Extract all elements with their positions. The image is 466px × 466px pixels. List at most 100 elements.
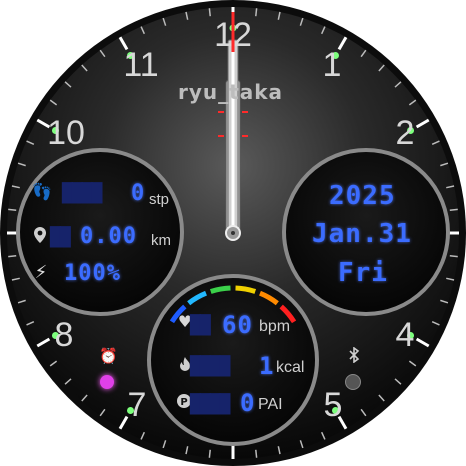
minute-tick [140, 26, 146, 35]
minute-hand [227, 39, 239, 236]
hr-zone-segment [209, 285, 231, 294]
calories-value: 1 [259, 352, 275, 380]
numeral-11: 11 [123, 46, 159, 84]
bluetooth-icon [345, 346, 363, 366]
hour-marker-dot [407, 127, 415, 134]
minute-tick [99, 49, 106, 58]
pai-unit: PAI [258, 396, 283, 413]
minute-tick [99, 408, 106, 417]
hr-zone-segment [258, 290, 279, 306]
hour-marker-dot [127, 407, 134, 415]
minute-tick [81, 64, 88, 72]
hour-marker-dot [51, 127, 59, 134]
minute-tick [299, 440, 304, 449]
minute-tick [440, 299, 449, 304]
minute-tick [378, 64, 385, 72]
hour-tick [118, 36, 129, 51]
minute-tick [8, 255, 17, 258]
minute-tick [81, 394, 88, 402]
minute-tick [431, 320, 440, 326]
numeral-1: 1 [322, 46, 342, 84]
minute-tick [394, 378, 402, 385]
distance-lcd-background: ██ [50, 227, 71, 248]
minute-tick [299, 17, 304, 26]
second-hand [231, 12, 235, 52]
pai-icon: P [175, 393, 193, 412]
minute-tick [64, 81, 72, 88]
numeral-5: 5 [323, 386, 343, 424]
weekday-value: Fri [338, 258, 388, 288]
alarm-status-dot [100, 375, 114, 389]
minute-tick [208, 8, 211, 17]
hour-tick [337, 36, 348, 51]
minute-tick [408, 360, 417, 367]
minute-tick [17, 299, 26, 304]
numeral-12: 12 [214, 16, 252, 54]
minute-tick [185, 11, 189, 20]
steps-value: 0 [131, 181, 146, 206]
hour-tick [415, 118, 430, 129]
minute-tick [394, 81, 402, 88]
numeral-4: 4 [395, 316, 415, 354]
minute-ticks [7, 7, 459, 459]
minute-tick [185, 446, 189, 455]
numeral-7: 7 [127, 386, 147, 424]
lightning-icon: ⚡ [34, 262, 48, 283]
minute-tick [162, 440, 167, 449]
minute-tick [49, 360, 58, 367]
minute-tick [446, 277, 455, 281]
minute-tick [11, 185, 20, 189]
minute-tick [449, 208, 458, 211]
numeral-8: 8 [54, 316, 74, 354]
distance-unit: km [151, 232, 171, 249]
hour-marker-dot [407, 332, 415, 339]
minute-tick [449, 255, 458, 258]
heart-rate-value: 60 [222, 311, 253, 339]
location-pin-icon [31, 226, 49, 247]
hour-marker-dot [332, 407, 339, 415]
hr-zone-segment [279, 304, 297, 324]
minute-tick [440, 162, 449, 167]
distance-value: 0.00 [80, 224, 137, 249]
health-subdial-ring [147, 274, 319, 446]
minute-tick [277, 446, 281, 455]
hour-tick [36, 337, 51, 348]
pai-lcd-background: ████ [190, 394, 230, 415]
brand-logo: ryu_taka [178, 80, 283, 104]
year-value: 2025 [329, 181, 396, 211]
numeral-10: 10 [47, 114, 85, 152]
alarm-clock-icon: ⏰ [99, 347, 118, 365]
month-day-value: Jan.31 [312, 219, 412, 249]
hr-zone-segment [169, 304, 187, 324]
steps-unit: stp [149, 191, 170, 208]
heart-icon: ♥ [177, 312, 193, 331]
steps-lcd-background: ████ [62, 183, 102, 204]
minute-tick [360, 408, 367, 417]
footsteps-icon: 👣 [32, 182, 52, 201]
minute-tick [277, 11, 281, 20]
minute-tick [11, 277, 20, 281]
minute-tick [408, 99, 417, 106]
minute-tick [255, 8, 258, 17]
heart-rate-zone-arc [169, 285, 297, 324]
calories-lcd-background: ████ [190, 356, 230, 377]
minute-tick [140, 431, 146, 440]
minute-tick [49, 99, 58, 106]
hour-tick [337, 415, 348, 430]
activity-subdial-ring [16, 148, 184, 316]
minute-tick [8, 208, 17, 211]
heart-rate-unit: bpm [259, 318, 291, 335]
minute-tick [360, 49, 367, 58]
hour-tick [118, 415, 129, 430]
pai-value: 0 [240, 389, 256, 417]
minute-tick [208, 449, 211, 458]
minute-tick [320, 26, 326, 35]
minute-tick [378, 394, 385, 402]
numeral-2: 2 [395, 114, 415, 152]
minute-tick [26, 320, 35, 326]
hour-marker-dot [332, 51, 339, 59]
calories-unit: kcal [276, 359, 305, 376]
bluetooth-status-dot [345, 374, 361, 390]
